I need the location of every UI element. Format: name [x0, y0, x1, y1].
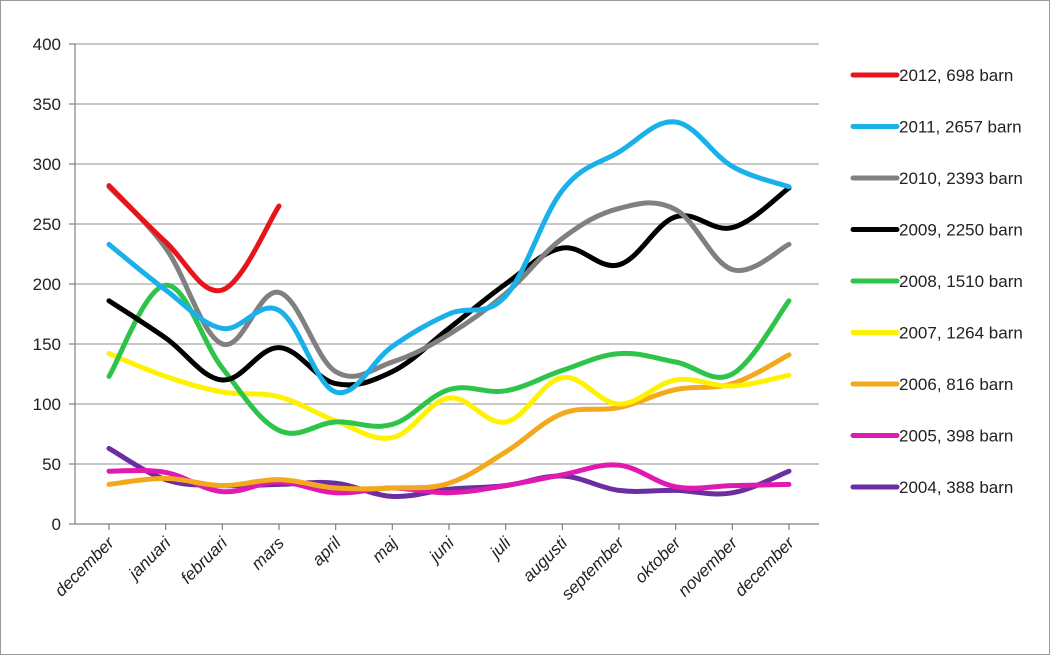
series-line-2009 [106, 185, 792, 388]
series-line-2012 [106, 183, 282, 294]
x-tick-label: april [308, 533, 345, 570]
x-tick-label: januari [124, 533, 176, 585]
series-lines [106, 119, 792, 499]
series-line-2006 [106, 352, 792, 492]
x-tick-label: juli [485, 533, 515, 563]
legend-label: 2004, 388 barn [899, 478, 1013, 497]
y-axis-tick-labels: 0 50 100 150 200 250 300 350 400 [33, 35, 61, 534]
series-line-2007 [106, 351, 792, 441]
legend: 2012, 698 barn 2011, 2657 barn 2010, 2393 … [850, 66, 1023, 497]
y-tick-label: 400 [33, 35, 61, 54]
y-tick-label: 200 [33, 275, 61, 294]
x-tick-label: februari [177, 533, 232, 588]
legend-label: 2006, 816 barn [899, 375, 1013, 394]
y-tick-label: 100 [33, 395, 61, 414]
x-axis-tick-labels: december januari februari mars april maj juni j… [51, 532, 799, 603]
x-tick-label: december [51, 532, 119, 600]
y-tick-label: 150 [33, 335, 61, 354]
legend-label: 2005, 398 barn [899, 427, 1013, 446]
y-tick-label: 300 [33, 155, 61, 174]
series-line-2005 [106, 462, 792, 496]
x-tick-label: juni [424, 533, 458, 567]
y-tick-label: 250 [33, 215, 61, 234]
legend-label: 2012, 698 barn [899, 66, 1013, 85]
series-line-2008 [106, 282, 792, 436]
legend-label: 2011, 2657 barn [899, 118, 1022, 137]
x-tick-label: oktober [631, 532, 685, 586]
legend-label: 2008, 1510 barn [899, 272, 1023, 291]
y-tick-label: 350 [33, 95, 61, 114]
axes [69, 43, 819, 530]
legend-label: 2007, 1264 barn [899, 324, 1023, 343]
series-line-2011 [106, 119, 792, 396]
x-tick-label: november [674, 532, 742, 600]
x-tick-label: mars [248, 533, 289, 574]
y-tick-label: 50 [42, 455, 61, 474]
x-tick-label: augusti [519, 533, 572, 586]
legend-label: 2010, 2393 barn [899, 169, 1023, 188]
gridlines [75, 43, 819, 465]
x-tick-label: maj [368, 533, 402, 567]
series-line-2010 [106, 184, 792, 379]
legend-label: 2009, 2250 barn [899, 221, 1023, 240]
x-tick-label: september [558, 532, 629, 603]
x-tick-label: december [731, 532, 799, 600]
y-tick-label: 0 [52, 515, 61, 534]
